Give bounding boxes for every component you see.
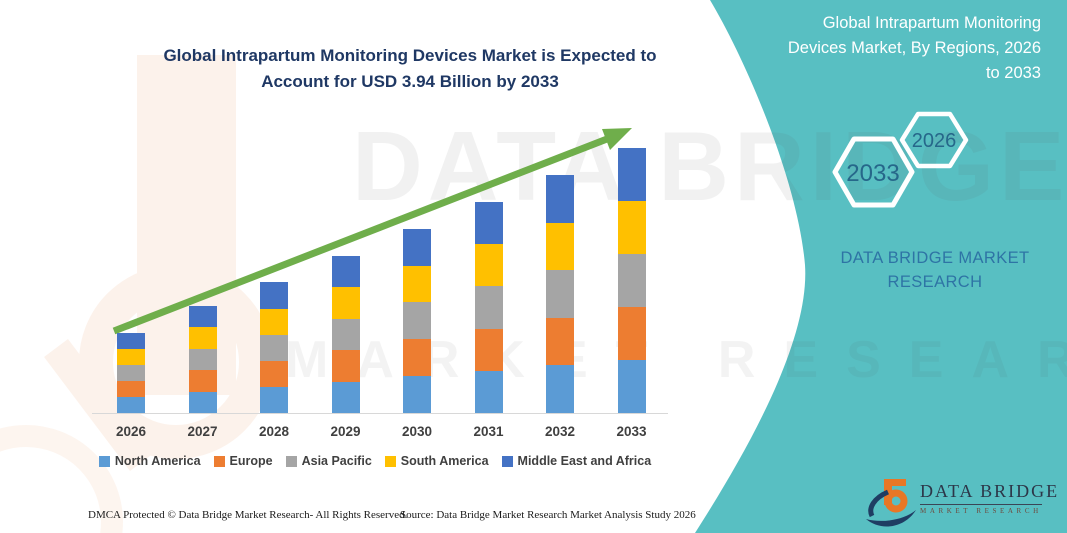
legend-swatch-icon: [213, 455, 225, 467]
banner-title-line1: Global Intrapartum Monitoring: [822, 14, 1041, 32]
watermark-b-stem: [137, 55, 236, 395]
banner-title: Global Intrapartum Monitoring Devices Ma…: [711, 11, 1041, 86]
legend-label: Asia Pacific: [301, 454, 372, 468]
banner-title-line2: Devices Market, By Regions, 2026: [787, 39, 1041, 57]
x-axis-line: [92, 413, 668, 414]
legend-label: North America: [114, 454, 201, 468]
footer-dmca-text: DMCA Protected © Data Bridge Market Rese…: [88, 509, 408, 521]
chart-title-line1: Global Intrapartum Monitoring Devices Ma…: [163, 46, 657, 65]
legend-item-north-america: North America: [98, 454, 201, 468]
trend-arrow-icon: [112, 128, 632, 335]
legend-swatch-icon: [384, 455, 396, 467]
databridge-logo-icon: [866, 479, 916, 527]
chart-title: Global Intrapartum Monitoring Devices Ma…: [120, 43, 700, 95]
legend-label: South America: [400, 454, 489, 468]
x-axis-label-2028: 2028: [258, 424, 290, 439]
chart-legend: North America Europe Asia Pacific South Ame…: [68, 454, 682, 468]
footer-source-text: Source: Data Bridge Market Research Mark…: [400, 509, 696, 521]
logo-subtitle: MARKET RESEARCH: [920, 507, 1042, 515]
hexagon-2026-label: 2026: [912, 130, 957, 152]
brand-text-line1: DATA BRIDGE MARKET: [840, 249, 1030, 267]
x-axis-label-2031: 2031: [473, 424, 504, 439]
legend-swatch-icon: [98, 455, 110, 467]
legend-swatch-icon: [285, 455, 297, 467]
legend-label: Europe: [229, 454, 273, 468]
brand-text: DATA BRIDGE MARKET RESEARCH: [812, 246, 1058, 294]
hexagon-2026-icon: [899, 111, 969, 169]
logo-name: DATA BRIDGE: [920, 481, 1057, 505]
legend-item-asia-pacific: Asia Pacific: [285, 454, 372, 468]
brand-text-line2: RESEARCH: [887, 273, 983, 291]
legend-item-europe: Europe: [213, 454, 273, 468]
chart-title-line2: Account for USD 3.94 Billion by 2033: [261, 72, 559, 91]
x-axis-label-2026: 2026: [115, 424, 147, 439]
legend-label: Middle East and Africa: [517, 454, 652, 468]
x-axis-label-2030: 2030: [401, 424, 433, 439]
teal-shape: [695, 0, 1067, 533]
legend-item-middle-east-and-africa: Middle East and Africa: [501, 454, 652, 468]
hexagon-2033-icon: [832, 136, 915, 208]
x-axis-label-2029: 2029: [330, 424, 361, 439]
x-axis-label-2033: 2033: [616, 424, 647, 439]
banner-title-line3: to 2033: [985, 64, 1041, 82]
legend-item-south-america: South America: [384, 454, 489, 468]
legend-swatch-icon: [501, 455, 513, 467]
databridge-logo-text: DATA BRIDGE MARKET RESEARCH: [920, 481, 1057, 515]
x-axis-label-2032: 2032: [544, 424, 576, 439]
x-axis-label-2027: 2027: [187, 424, 218, 439]
hexagon-2033-label: 2033: [846, 160, 899, 187]
watermark-b-swoosh: [44, 338, 154, 472]
watermark-corner-arc: [0, 425, 123, 533]
watermark-b-bowl: [79, 265, 273, 459]
